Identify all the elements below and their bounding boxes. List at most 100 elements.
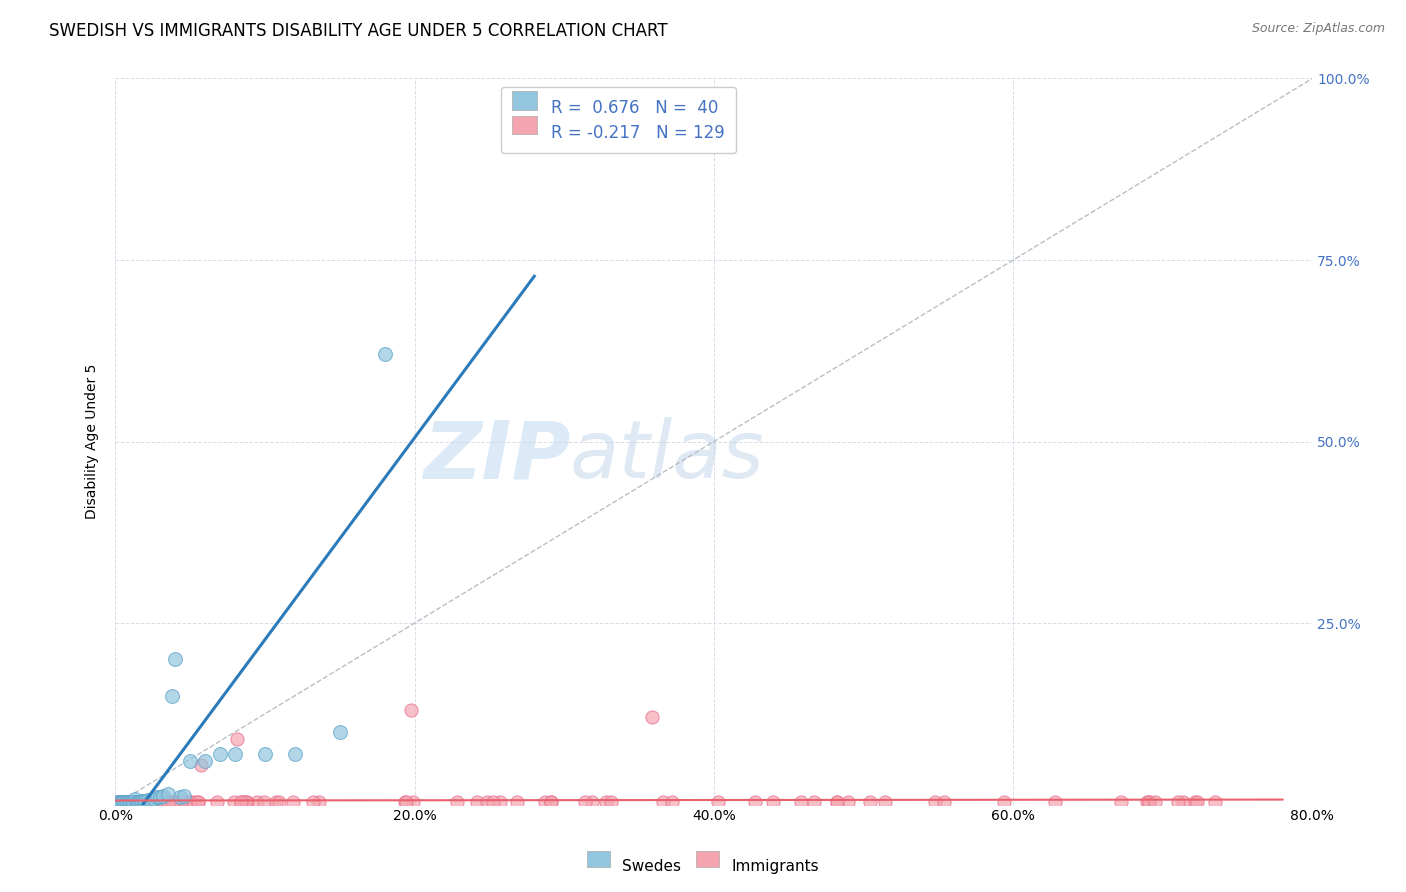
Point xyxy=(121,796,143,810)
Legend: R =  0.676   N =  40, R = -0.217   N = 129: R = 0.676 N = 40, R = -0.217 N = 129 xyxy=(501,87,737,153)
Point xyxy=(1167,796,1189,810)
Legend: Swedes, Immigrants: Swedes, Immigrants xyxy=(581,851,825,880)
Point xyxy=(105,796,128,810)
Point xyxy=(148,796,170,810)
Point xyxy=(156,787,179,801)
Point xyxy=(112,796,135,810)
Point xyxy=(128,796,150,810)
Point xyxy=(402,796,425,810)
Point xyxy=(146,790,169,805)
Point xyxy=(446,796,468,810)
Point xyxy=(1173,796,1195,810)
Point xyxy=(475,796,498,810)
Text: SWEDISH VS IMMIGRANTS DISABILITY AGE UNDER 5 CORRELATION CHART: SWEDISH VS IMMIGRANTS DISABILITY AGE UND… xyxy=(49,22,668,40)
Point xyxy=(205,796,228,810)
Point xyxy=(183,796,205,810)
Point xyxy=(135,796,157,810)
Point xyxy=(329,725,352,739)
Point xyxy=(128,796,150,810)
Point xyxy=(112,796,135,810)
Point xyxy=(146,796,169,810)
Point xyxy=(1184,796,1206,810)
Point xyxy=(177,796,200,810)
Point xyxy=(581,796,603,810)
Point xyxy=(224,796,246,810)
Point xyxy=(395,796,418,810)
Point xyxy=(128,795,150,809)
Point xyxy=(837,796,859,810)
Point xyxy=(110,796,132,810)
Point xyxy=(229,796,252,810)
Point xyxy=(118,796,141,810)
Text: ZIP: ZIP xyxy=(423,417,571,495)
Point xyxy=(993,796,1015,810)
Point xyxy=(283,796,305,810)
Point xyxy=(1137,796,1160,810)
Point xyxy=(159,796,181,810)
Point xyxy=(744,796,766,810)
Point xyxy=(131,794,153,808)
Point xyxy=(825,796,848,810)
Point xyxy=(114,796,136,810)
Point xyxy=(173,789,195,803)
Point xyxy=(139,796,162,810)
Point xyxy=(108,796,131,810)
Point xyxy=(482,796,505,810)
Point xyxy=(533,796,555,810)
Point xyxy=(141,796,163,810)
Point xyxy=(1109,796,1132,810)
Text: Source: ZipAtlas.com: Source: ZipAtlas.com xyxy=(1251,22,1385,36)
Point xyxy=(179,796,201,810)
Point xyxy=(107,796,129,810)
Point xyxy=(859,796,882,810)
Point xyxy=(488,796,510,810)
Point xyxy=(146,796,169,810)
Point xyxy=(1136,796,1159,810)
Point xyxy=(540,796,562,810)
Point xyxy=(148,796,170,810)
Point xyxy=(170,796,193,810)
Point xyxy=(600,796,623,810)
Point xyxy=(149,796,172,810)
Point xyxy=(111,796,134,810)
Point xyxy=(399,703,422,717)
Point xyxy=(127,796,149,810)
Point xyxy=(107,796,129,810)
Point xyxy=(139,796,162,810)
Point xyxy=(302,796,325,810)
Point xyxy=(124,796,146,810)
Point xyxy=(163,796,186,810)
Point xyxy=(127,795,149,809)
Point xyxy=(308,796,330,810)
Point xyxy=(132,796,155,810)
Point xyxy=(110,796,132,810)
Point xyxy=(1043,796,1066,810)
Point xyxy=(194,754,217,768)
Point xyxy=(120,796,142,810)
Point xyxy=(132,796,155,810)
Point xyxy=(169,790,191,805)
Point xyxy=(165,652,187,666)
Point xyxy=(111,796,134,810)
Point xyxy=(932,796,955,810)
Point xyxy=(190,757,212,772)
Point xyxy=(138,796,160,810)
Point xyxy=(156,796,179,810)
Point xyxy=(124,792,146,806)
Point xyxy=(789,796,811,810)
Point xyxy=(1137,796,1160,810)
Point xyxy=(143,792,166,806)
Point xyxy=(112,796,135,810)
Point xyxy=(208,747,231,761)
Point xyxy=(111,796,134,810)
Point xyxy=(117,796,139,810)
Y-axis label: Disability Age Under 5: Disability Age Under 5 xyxy=(86,364,100,519)
Point xyxy=(118,796,141,810)
Point xyxy=(141,793,163,807)
Point xyxy=(186,796,208,810)
Point xyxy=(142,796,165,810)
Point xyxy=(506,796,529,810)
Point xyxy=(225,732,247,747)
Point xyxy=(224,747,246,761)
Point xyxy=(136,796,159,810)
